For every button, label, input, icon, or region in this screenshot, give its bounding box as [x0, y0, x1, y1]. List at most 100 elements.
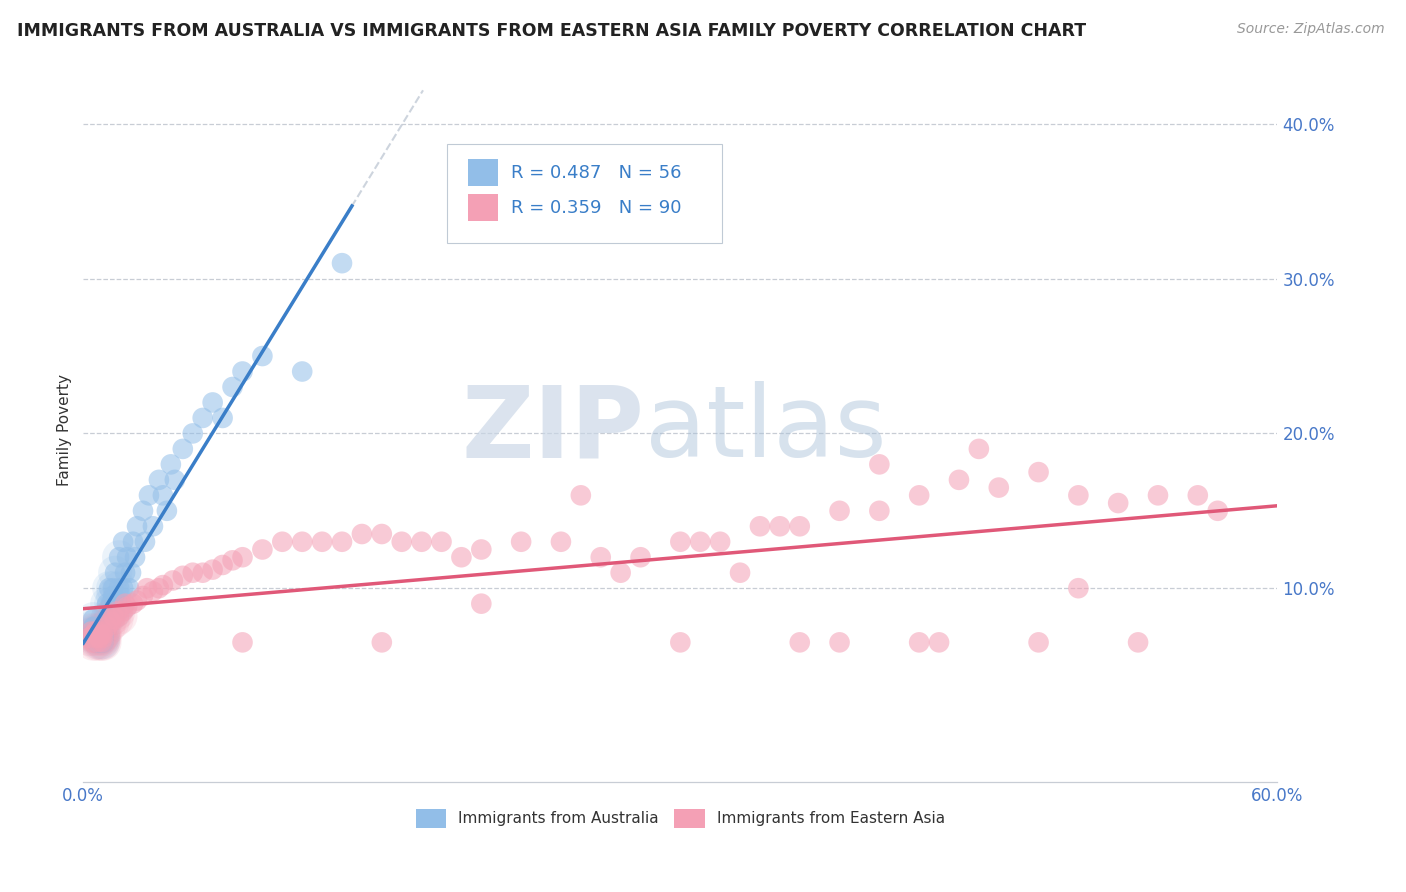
Point — [84, 631, 107, 645]
Point — [868, 458, 890, 472]
Point — [108, 550, 131, 565]
Point — [91, 635, 114, 649]
Point — [89, 624, 111, 639]
Point — [789, 635, 811, 649]
Point — [311, 534, 333, 549]
Point — [330, 256, 353, 270]
Point — [138, 488, 160, 502]
Point — [90, 635, 112, 649]
Point — [96, 597, 118, 611]
Point — [84, 624, 107, 639]
FancyBboxPatch shape — [447, 145, 723, 243]
Point — [100, 604, 122, 618]
Point — [80, 627, 103, 641]
Point — [100, 615, 122, 630]
Point — [100, 597, 122, 611]
Point — [96, 620, 118, 634]
Point — [868, 504, 890, 518]
Point — [91, 635, 114, 649]
Point — [162, 574, 184, 588]
Point — [118, 581, 141, 595]
Point — [987, 481, 1010, 495]
Point — [211, 411, 233, 425]
Point — [371, 527, 394, 541]
Point — [90, 635, 112, 649]
Point — [134, 534, 156, 549]
Point — [115, 550, 138, 565]
Point — [89, 631, 111, 645]
Point — [108, 609, 131, 624]
Point — [77, 631, 100, 645]
Point — [86, 627, 108, 641]
Point — [191, 566, 214, 580]
Point — [291, 364, 314, 378]
Point — [115, 599, 138, 614]
Point — [271, 534, 294, 549]
Point — [101, 581, 124, 595]
Point — [142, 519, 165, 533]
Point — [110, 597, 132, 611]
Point — [1187, 488, 1209, 502]
Point — [90, 635, 112, 649]
Point — [90, 635, 112, 649]
Point — [82, 620, 104, 634]
Point — [90, 627, 112, 641]
Point — [96, 612, 118, 626]
Point — [1147, 488, 1170, 502]
Point — [105, 597, 128, 611]
Point — [1126, 635, 1149, 649]
Point — [100, 597, 122, 611]
Point — [152, 578, 174, 592]
Point — [152, 488, 174, 502]
Text: atlas: atlas — [644, 381, 886, 478]
Point — [120, 566, 142, 580]
Point — [148, 581, 170, 595]
Point — [191, 411, 214, 425]
Point — [156, 504, 179, 518]
Point — [391, 534, 413, 549]
Point — [104, 604, 127, 618]
Point — [82, 635, 104, 649]
Point — [125, 593, 148, 607]
Point — [84, 631, 107, 645]
Text: ZIP: ZIP — [461, 381, 644, 478]
Point — [108, 581, 131, 595]
Point — [201, 563, 224, 577]
Point — [142, 584, 165, 599]
Point — [1067, 581, 1090, 595]
Point — [91, 631, 114, 645]
Point — [411, 534, 433, 549]
Point — [589, 550, 612, 565]
Point — [108, 550, 131, 565]
Point — [669, 534, 692, 549]
Point — [221, 553, 243, 567]
Point — [91, 624, 114, 639]
Point — [91, 627, 114, 641]
Point — [112, 581, 135, 595]
Point — [1206, 504, 1229, 518]
Point — [828, 635, 851, 649]
Point — [96, 620, 118, 634]
Point — [86, 627, 108, 641]
Point — [211, 558, 233, 572]
Point — [82, 627, 104, 641]
Point — [101, 609, 124, 624]
Point — [82, 612, 104, 626]
Point — [112, 604, 135, 618]
Point — [91, 627, 114, 641]
Point — [89, 631, 111, 645]
Point — [91, 631, 114, 645]
Point — [948, 473, 970, 487]
Point — [89, 631, 111, 645]
Point — [350, 527, 373, 541]
Point — [82, 635, 104, 649]
Point — [470, 542, 492, 557]
Point — [86, 627, 108, 641]
Point — [91, 635, 114, 649]
Point — [1028, 635, 1050, 649]
Point — [91, 627, 114, 641]
Point — [122, 597, 145, 611]
Point — [91, 631, 114, 645]
Point — [98, 581, 121, 595]
Point — [148, 473, 170, 487]
